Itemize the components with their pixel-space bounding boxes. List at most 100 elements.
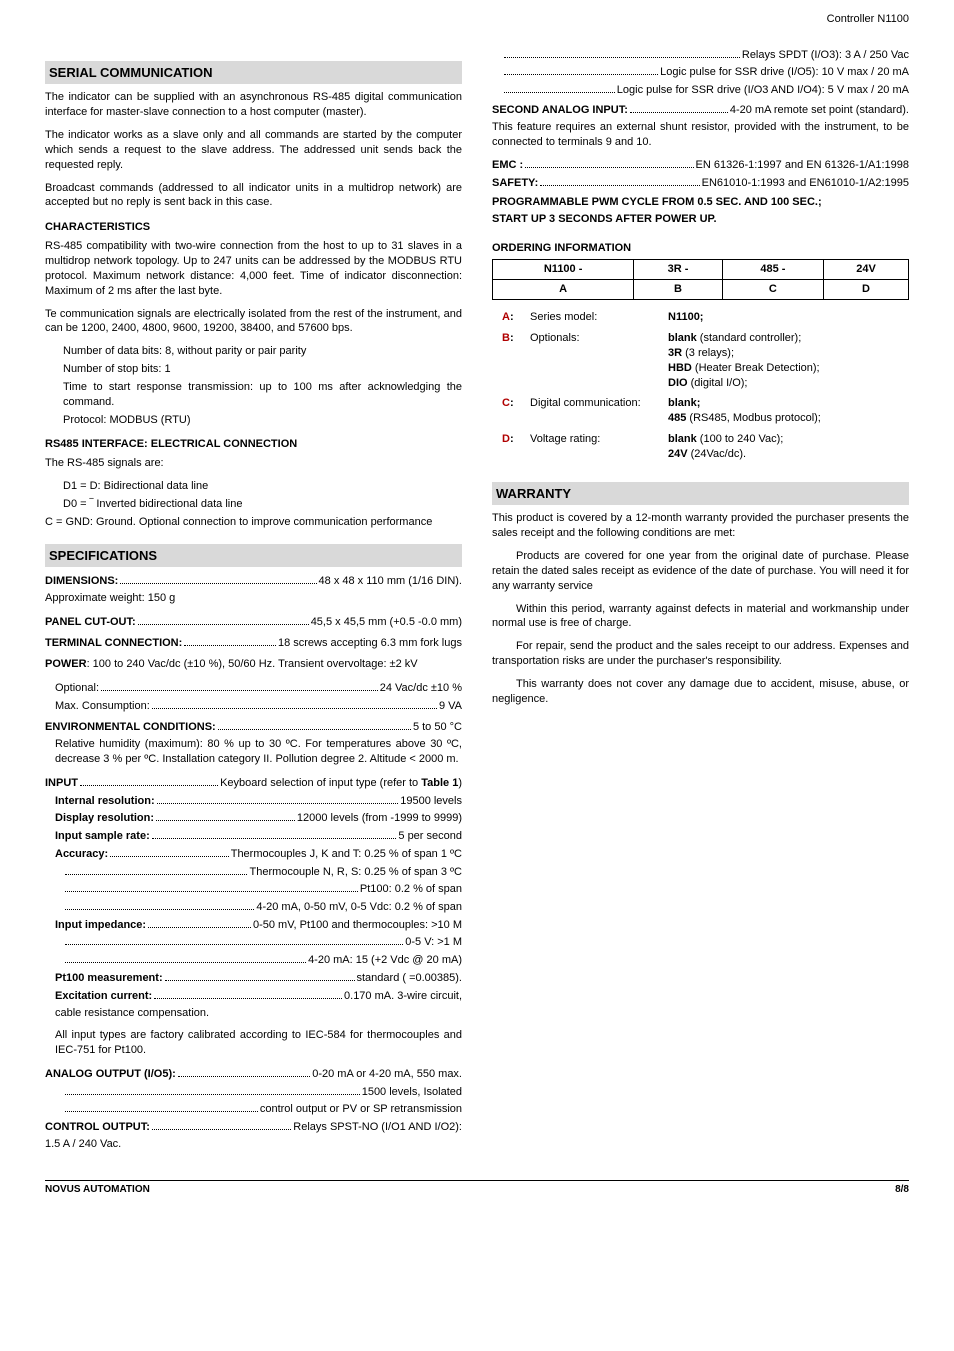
- imp-line: Input impedance: 0-50 mV, Pt100 and ther…: [45, 917, 462, 933]
- tc-val: 18 screws accepting 6.3 mm fork lugs: [278, 636, 462, 651]
- pwr-mc-key: Max. Consumption:: [55, 699, 150, 714]
- saf-val: EN61010-1:1993 and EN61010-1/A2:1995: [702, 176, 909, 191]
- order-th4: 24V: [824, 260, 909, 280]
- pwr-kv: : 100 to 240 Vac/dc (±10 %), 50/60 Hz. T…: [87, 658, 418, 670]
- warranty-p5: This warranty does not cover any damage …: [492, 677, 909, 707]
- pwm: PROGRAMMABLE PWM CYCLE FROM 0.5 SEC. AND…: [492, 196, 822, 208]
- co-note: 1.5 A / 240 Vac.: [45, 1137, 462, 1152]
- warranty-p3: Within this period, warranty against def…: [492, 602, 909, 632]
- order-value-row: A B C D: [493, 280, 909, 300]
- opt-b: B: Optionals: blank (standard controller…: [502, 331, 909, 390]
- emc-line: EMC : EN 61326-1:1997 and EN 61326-1/A1:…: [492, 157, 909, 173]
- warranty-p2: Products are covered for one year from t…: [492, 549, 909, 594]
- pt-key: Pt100 measurement:: [55, 972, 163, 984]
- saf-line: SAFETY: EN61010-1:1993 and EN61010-1/A2:…: [492, 175, 909, 191]
- rs485-l2: D0 = ‾ Inverted bidirectional data line: [63, 497, 462, 512]
- rs485-p: The RS-485 signals are:: [45, 456, 462, 471]
- ao-val: 0-20 mA or 4-20 mA, 550 max.: [312, 1067, 462, 1082]
- isr-key: Input sample rate:: [55, 830, 150, 842]
- dim-val: 48 x 48 x 110 mm (1/16 DIN).: [319, 574, 462, 589]
- co-line: CONTROL OUTPUT: Relays SPST-NO (I/O1 AND…: [45, 1119, 462, 1135]
- input-note: All input types are factory calibrated a…: [45, 1028, 462, 1058]
- exc-line: Excitation current: 0.170 mA. 3-wire cir…: [45, 988, 462, 1004]
- order-heading: ORDERING INFORMATION: [492, 241, 909, 256]
- dim-line: DIMENSIONS: 48 x 48 x 110 mm (1/16 DIN).: [45, 573, 462, 589]
- env-val: 5 to 50 °C: [413, 720, 462, 735]
- saf-key: SAFETY:: [492, 177, 538, 189]
- order-th3: 485 -: [722, 260, 823, 280]
- opt-a: A: Series model: N1100;: [502, 310, 909, 325]
- imp-l2: 0-5 V: >1 M: [45, 935, 462, 951]
- char-p1: RS-485 compatibility with two-wire conne…: [45, 239, 462, 298]
- imp-key: Input impedance:: [55, 919, 146, 931]
- panel-key: PANEL CUT-OUT:: [45, 616, 136, 628]
- ir-line: Internal resolution: 19500 levels: [45, 793, 462, 809]
- isr-val: 5 per second: [398, 829, 462, 844]
- serial-p2: The indicator works as a slave only and …: [45, 128, 462, 173]
- exc-key: Excitation current:: [55, 990, 152, 1002]
- pwr-opt-line: Optional: 24 Vac/dc ±10 %: [45, 680, 462, 696]
- order-table: N1100 - 3R - 485 - 24V A B C D: [492, 259, 909, 300]
- acc-val: Thermocouples J, K and T: 0.25 % of span…: [231, 847, 462, 862]
- acc-key: Accuracy:: [55, 848, 108, 860]
- serial-p1: The indicator can be supplied with an as…: [45, 90, 462, 120]
- top-l1: Relays SPDT (I/O3): 3 A / 250 Vac: [492, 47, 909, 63]
- panel-val: 45,5 x 45,5 mm (+0.5 -0.0 mm): [311, 615, 462, 630]
- order-td1: A: [559, 283, 567, 295]
- char-l3: Time to start response transmission: up …: [63, 380, 462, 410]
- warranty-heading: WARRANTY: [492, 482, 909, 506]
- sai-val: 4-20 mA remote set point (standard).: [730, 103, 909, 118]
- sai-line: SECOND ANALOG INPUT: 4-20 mA remote set …: [492, 102, 909, 118]
- dim-note: Approximate weight: 150 g: [45, 591, 462, 606]
- acc-l2: Thermocouple N, R, S: 0.25 % of span 3 º…: [45, 864, 462, 880]
- rs485-list: D1 = D: Bidirectional data line D0 = ‾ I…: [45, 479, 462, 512]
- emc-val: EN 61326-1:1997 and EN 61326-1/A1:1998: [696, 158, 909, 173]
- pwr-line: POWER: 100 to 240 Vac/dc (±10 %), 50/60 …: [45, 657, 462, 672]
- sai-p: This feature requires an external shunt …: [492, 120, 909, 150]
- env-key: ENVIRONMENTAL CONDITIONS:: [45, 721, 216, 733]
- warranty-p4: For repair, send the product and the sal…: [492, 639, 909, 669]
- order-header-row: N1100 - 3R - 485 - 24V: [493, 260, 909, 280]
- pt-line: Pt100 measurement: standard ( =0.00385).: [45, 970, 462, 986]
- order-td2: B: [674, 283, 682, 295]
- start: START UP 3 SECONDS AFTER POWER UP.: [492, 213, 717, 225]
- opt-c: C: Digital communication: blank; 485 (RS…: [502, 396, 909, 426]
- env-line: ENVIRONMENTAL CONDITIONS: 5 to 50 °C: [45, 720, 462, 736]
- dim-key: DIMENSIONS:: [45, 575, 118, 587]
- ao-l2: 1500 levels, Isolated: [45, 1084, 462, 1100]
- pwr-opt-key: Optional:: [55, 681, 99, 696]
- panel-line: PANEL CUT-OUT: 45,5 x 45,5 mm (+0.5 -0.0…: [45, 614, 462, 630]
- emc-key: EMC :: [492, 159, 523, 171]
- rs485-heading: RS485 INTERFACE: ELECTRICAL CONNECTION: [45, 437, 462, 452]
- serial-heading: SERIAL COMMUNICATION: [45, 61, 462, 85]
- ao-l3: control output or PV or SP retransmissio…: [45, 1102, 462, 1118]
- ir-key: Internal resolution:: [55, 795, 155, 807]
- left-column: SERIAL COMMUNICATION The indicator can b…: [45, 47, 462, 1160]
- exc-val: 0.170 mA. 3-wire circuit,: [344, 989, 462, 1004]
- pwr-key: POWER: [45, 658, 87, 670]
- spec-heading: SPECIFICATIONS: [45, 544, 462, 568]
- co-key: CONTROL OUTPUT:: [45, 1121, 150, 1133]
- dr-key: Display resolution:: [55, 812, 154, 824]
- header-controller: Controller N1100: [0, 0, 954, 27]
- acc-l4: 4-20 mA, 0-50 mV, 0-5 Vdc: 0.2 % of span: [45, 899, 462, 915]
- pwr-mc-val: 9 VA: [439, 699, 462, 714]
- opt-d: D: Voltage rating: blank (100 to 240 Vac…: [502, 432, 909, 462]
- order-th1: N1100 -: [493, 260, 634, 280]
- tc-key: TERMINAL CONNECTION:: [45, 637, 182, 649]
- char-p2: Te communication signals are electricall…: [45, 307, 462, 337]
- ao-line: ANALOG OUTPUT (I/O5): 0-20 mA or 4-20 mA…: [45, 1066, 462, 1082]
- ir-val: 19500 levels: [400, 794, 462, 809]
- characteristics-heading: CHARACTERISTICS: [45, 220, 462, 235]
- isr-line: Input sample rate: 5 per second: [45, 828, 462, 844]
- input-line: INPUT Keyboard selection of input type (…: [45, 775, 462, 791]
- exc-note: cable resistance compensation.: [45, 1006, 462, 1021]
- order-th2: 3R -: [634, 260, 723, 280]
- imp-l3: 4-20 mA: 15 (+2 Vdc @ 20 mA): [45, 952, 462, 968]
- footer: NOVUS AUTOMATION 8/8: [45, 1180, 909, 1197]
- dr-val: 12000 levels (from -1999 to 9999): [297, 811, 462, 826]
- footer-right: 8/8: [895, 1183, 909, 1197]
- tc-line: TERMINAL CONNECTION: 18 screws accepting…: [45, 636, 462, 652]
- right-column: Relays SPDT (I/O3): 3 A / 250 Vac Logic …: [492, 47, 909, 1160]
- rs485-l1: D1 = D: Bidirectional data line: [63, 479, 462, 494]
